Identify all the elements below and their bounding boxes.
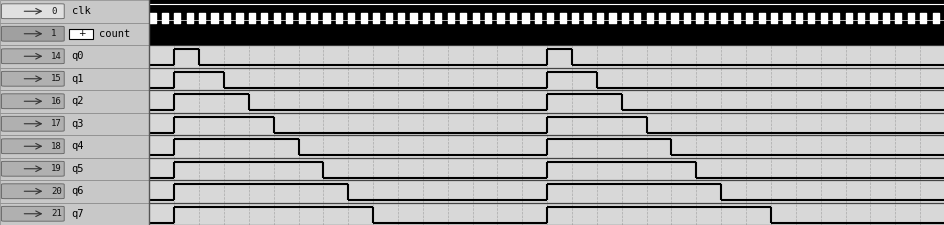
Bar (0, 45, 149, 68)
FancyBboxPatch shape (2, 71, 64, 86)
FancyBboxPatch shape (2, 94, 64, 109)
Text: 15: 15 (51, 74, 61, 83)
FancyBboxPatch shape (2, 139, 64, 154)
Text: clk: clk (72, 6, 91, 16)
Bar (0, 22, 149, 45)
Text: 1: 1 (51, 29, 57, 38)
FancyBboxPatch shape (2, 184, 64, 199)
Text: 14: 14 (51, 52, 61, 61)
Text: 19: 19 (51, 164, 61, 173)
FancyBboxPatch shape (2, 4, 64, 19)
Bar (0, 158, 149, 180)
Text: q0: q0 (72, 51, 84, 61)
Bar (0, 135, 149, 158)
Text: 17: 17 (51, 119, 61, 128)
Bar (0, 112, 149, 135)
Text: 18: 18 (51, 142, 61, 151)
FancyBboxPatch shape (2, 26, 64, 41)
Bar (0, 202, 149, 225)
Text: 16: 16 (51, 97, 61, 106)
Bar (0, 90, 149, 112)
Text: q7: q7 (72, 209, 84, 219)
Bar (0, 0, 149, 22)
Bar (0, 180, 149, 202)
Text: q5: q5 (72, 164, 84, 174)
Text: count: count (98, 29, 129, 39)
Text: q3: q3 (72, 119, 84, 129)
FancyBboxPatch shape (2, 116, 64, 131)
Text: 20: 20 (51, 187, 61, 196)
FancyBboxPatch shape (2, 161, 64, 176)
FancyBboxPatch shape (69, 29, 93, 39)
Text: q6: q6 (72, 186, 84, 196)
Text: q2: q2 (72, 96, 84, 106)
Text: 0: 0 (51, 7, 57, 16)
Text: 21: 21 (51, 209, 61, 218)
Bar (0, 68, 149, 90)
FancyBboxPatch shape (2, 49, 64, 64)
Text: q1: q1 (72, 74, 84, 84)
FancyBboxPatch shape (2, 206, 64, 221)
Text: +: + (77, 29, 85, 38)
Text: q4: q4 (72, 141, 84, 151)
